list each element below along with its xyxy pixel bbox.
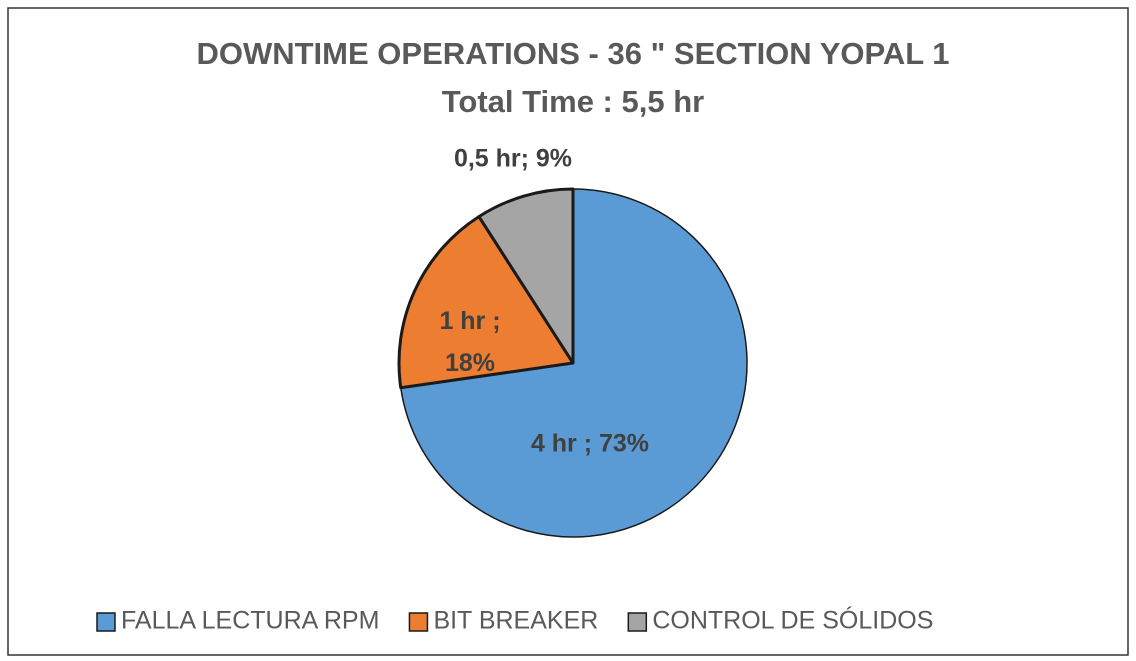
data-label: 4 hr ; 73%: [531, 430, 649, 458]
data-label: 1 hr ; 18%: [439, 307, 500, 377]
legend-swatch: [96, 612, 116, 632]
chart-subtitle: Total Time : 5,5 hr: [442, 84, 704, 119]
chart-title: DOWNTIME OPERATIONS - 36 " SECTION YOPAL…: [196, 36, 949, 71]
legend-label: FALLA LECTURA RPM: [121, 607, 379, 635]
pie-slice: [477, 187, 575, 365]
data-label: 0,5 hr; 9%: [454, 145, 572, 173]
legend-label: CONTROL DE SÓLIDOS: [652, 606, 933, 635]
legend-swatch: [627, 612, 648, 632]
legend-label: BIT BREAKER: [433, 607, 598, 635]
pie-slice: [397, 215, 575, 390]
legend-swatch: [408, 612, 429, 632]
